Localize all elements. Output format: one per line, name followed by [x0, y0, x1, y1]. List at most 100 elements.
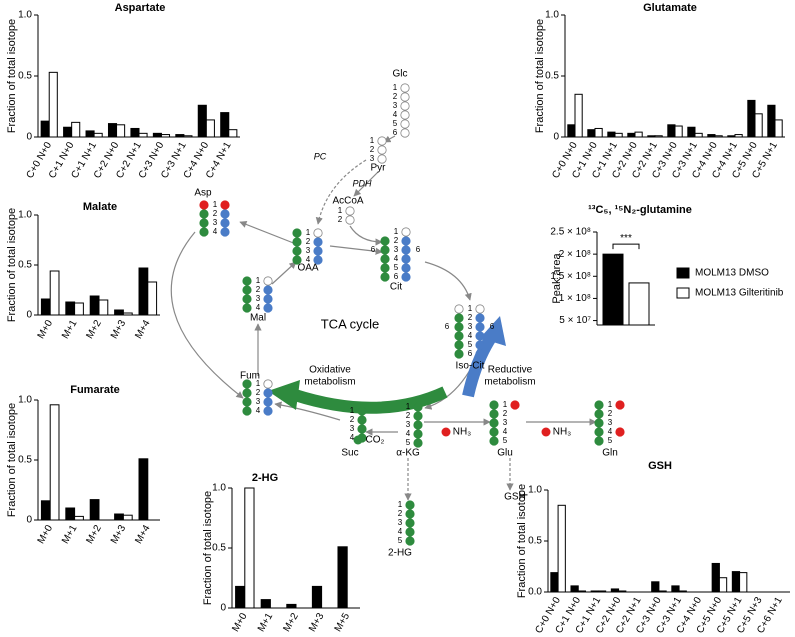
- carbon-number: 3: [503, 418, 508, 427]
- side-number: 6: [416, 245, 421, 254]
- carbon-number: 3: [406, 420, 411, 429]
- carbon-atom: [401, 236, 411, 246]
- carbon-number: 1: [608, 400, 613, 409]
- legend-label: MOLM13 Gilteritinib: [695, 288, 784, 299]
- carbon-atom: [242, 406, 252, 416]
- carbon-atom: [413, 411, 423, 421]
- chart-title: GSH: [648, 460, 672, 472]
- carbon-atom: [357, 424, 367, 434]
- bar: [658, 590, 667, 593]
- bar: [711, 562, 720, 593]
- chart-title: Glutamate: [643, 2, 697, 14]
- bar: [49, 404, 60, 521]
- molecule-label: Suc: [341, 448, 358, 459]
- bar: [570, 585, 579, 593]
- bar: [65, 301, 76, 316]
- carbon-atom: [357, 415, 367, 425]
- carbon-number: 2: [393, 92, 398, 101]
- carbon-atom: [489, 436, 499, 446]
- pathway-annotation: Oxidative: [309, 365, 351, 376]
- bar: [93, 132, 103, 138]
- carbon-number: 3: [608, 418, 613, 427]
- x-tick-label: M+0: [36, 523, 56, 546]
- carbon-atom: [401, 263, 411, 273]
- bar: [107, 123, 118, 138]
- carbon-number: 1: [306, 228, 311, 237]
- carbon-atom: [454, 331, 464, 341]
- arrow: [329, 245, 383, 255]
- bar: [152, 132, 162, 138]
- molecule-label: Iso-Cit: [456, 361, 485, 372]
- molecule-label: Gln: [602, 448, 618, 459]
- bar: [74, 515, 84, 521]
- arrow: [349, 225, 383, 246]
- molecule-label: Cit: [390, 282, 402, 293]
- bar: [594, 127, 603, 138]
- carbon-atom: [594, 400, 604, 410]
- carbon-atom: [454, 322, 464, 332]
- y-tick-label: 1.0: [545, 10, 559, 21]
- bar: [714, 135, 723, 138]
- chart-title: 2-HG: [252, 472, 278, 484]
- pathway-annotation: GSH: [504, 492, 526, 503]
- bar: [614, 132, 623, 138]
- x-tick-label: M+1: [60, 318, 80, 341]
- carbon-number: 4: [306, 255, 311, 264]
- y-tick-label: 0: [26, 132, 32, 143]
- nh3-dot: [441, 427, 451, 437]
- bar: [634, 131, 643, 138]
- carbon-number: 3: [468, 322, 473, 331]
- carbon-atom: [400, 92, 410, 102]
- carbon-atom: [313, 228, 323, 238]
- bar: [175, 134, 185, 138]
- side-number: 6: [371, 245, 376, 254]
- carbon-atom: [400, 119, 410, 129]
- molecule-label: Glu: [497, 448, 513, 459]
- x-tick-label: M+3: [307, 611, 327, 634]
- carbon-atom: [292, 228, 302, 238]
- carbon-atom: [220, 200, 230, 210]
- carbon-atom: [242, 379, 252, 389]
- bar: [98, 299, 109, 316]
- carbon-atom: [380, 263, 390, 273]
- legend-swatch: [676, 287, 690, 299]
- y-tick-label: 0: [220, 603, 226, 614]
- carbon-number: 6: [394, 272, 399, 281]
- x-tick-label: M+4: [133, 523, 153, 546]
- bar: [49, 270, 60, 316]
- carbon-atom: [489, 427, 499, 437]
- carbon-number: 4: [256, 303, 261, 312]
- carbon-number: 4: [393, 110, 398, 119]
- carbon-atom: [242, 303, 252, 313]
- bar: [671, 585, 680, 593]
- y-tick-label: 2.5 × 10⁸: [550, 227, 591, 238]
- carbon-atom: [401, 272, 411, 282]
- arrow: [274, 401, 341, 421]
- bar: [667, 124, 676, 138]
- carbon-atom: [377, 136, 387, 146]
- carbon-number: 3: [398, 518, 403, 527]
- carbon-atom: [199, 227, 209, 237]
- bar: [557, 504, 566, 593]
- carbon-number: 1: [370, 136, 375, 145]
- carbon-number: 4: [256, 406, 261, 415]
- carbon-number: 5: [393, 119, 398, 128]
- y-tick-label: 0.5: [528, 536, 542, 547]
- y-axis-label: Fraction of total isotope: [202, 491, 214, 605]
- molecule-label: Fum: [240, 371, 260, 382]
- carbon-atom: [345, 215, 355, 225]
- carbon-number: 3: [256, 397, 261, 406]
- carbon-atom: [313, 237, 323, 247]
- chart-title: ¹³C₅, ¹⁵N₂-glutamine: [588, 204, 692, 216]
- bar: [727, 135, 736, 138]
- carbon-atom: [357, 433, 367, 443]
- carbon-number: 2: [398, 509, 403, 518]
- carbon-atom: [380, 254, 390, 264]
- carbon-number: 3: [394, 245, 399, 254]
- x-tick-label: M+0: [230, 611, 250, 634]
- carbon-atom: [220, 209, 230, 219]
- carbon-atom: [413, 402, 423, 412]
- carbon-number: 1: [503, 400, 508, 409]
- y-axis-label: Fraction of total isotope: [6, 403, 18, 517]
- bar: [235, 585, 246, 609]
